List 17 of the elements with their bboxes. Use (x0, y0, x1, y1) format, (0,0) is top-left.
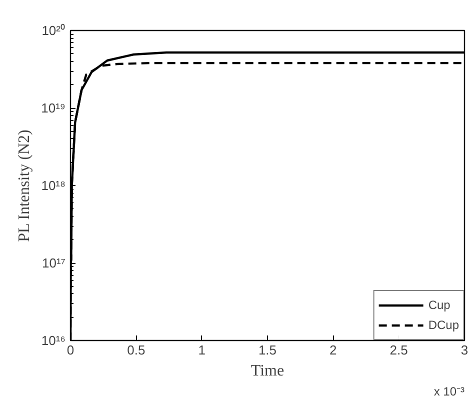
x-tick-label: 1.5 (258, 342, 277, 358)
y-tick-label: 10¹⁶ (41, 333, 66, 348)
x-tick-label: 2.5 (390, 342, 408, 358)
y-tick-label: 10¹⁸ (41, 178, 66, 193)
x-tick-label: 2 (330, 342, 337, 358)
legend-label: Cup (428, 298, 450, 312)
x-tick-label: 1 (198, 342, 206, 358)
y-tick-label: 10¹⁹ (41, 100, 66, 116)
text: x 10⁻³ (434, 384, 465, 398)
y-axis-title: PL Intensity (N2) (16, 130, 34, 242)
x-tick-label: 0.5 (127, 342, 146, 358)
x-tick-label: 0 (66, 342, 74, 358)
x-axis-title: Time (250, 362, 284, 380)
x-tick-label: 3 (460, 342, 468, 358)
y-tick-label: 10¹⁷ (42, 256, 66, 270)
y-tick-label: 10²⁰ (42, 23, 66, 38)
legend-label: DCup (428, 318, 459, 332)
